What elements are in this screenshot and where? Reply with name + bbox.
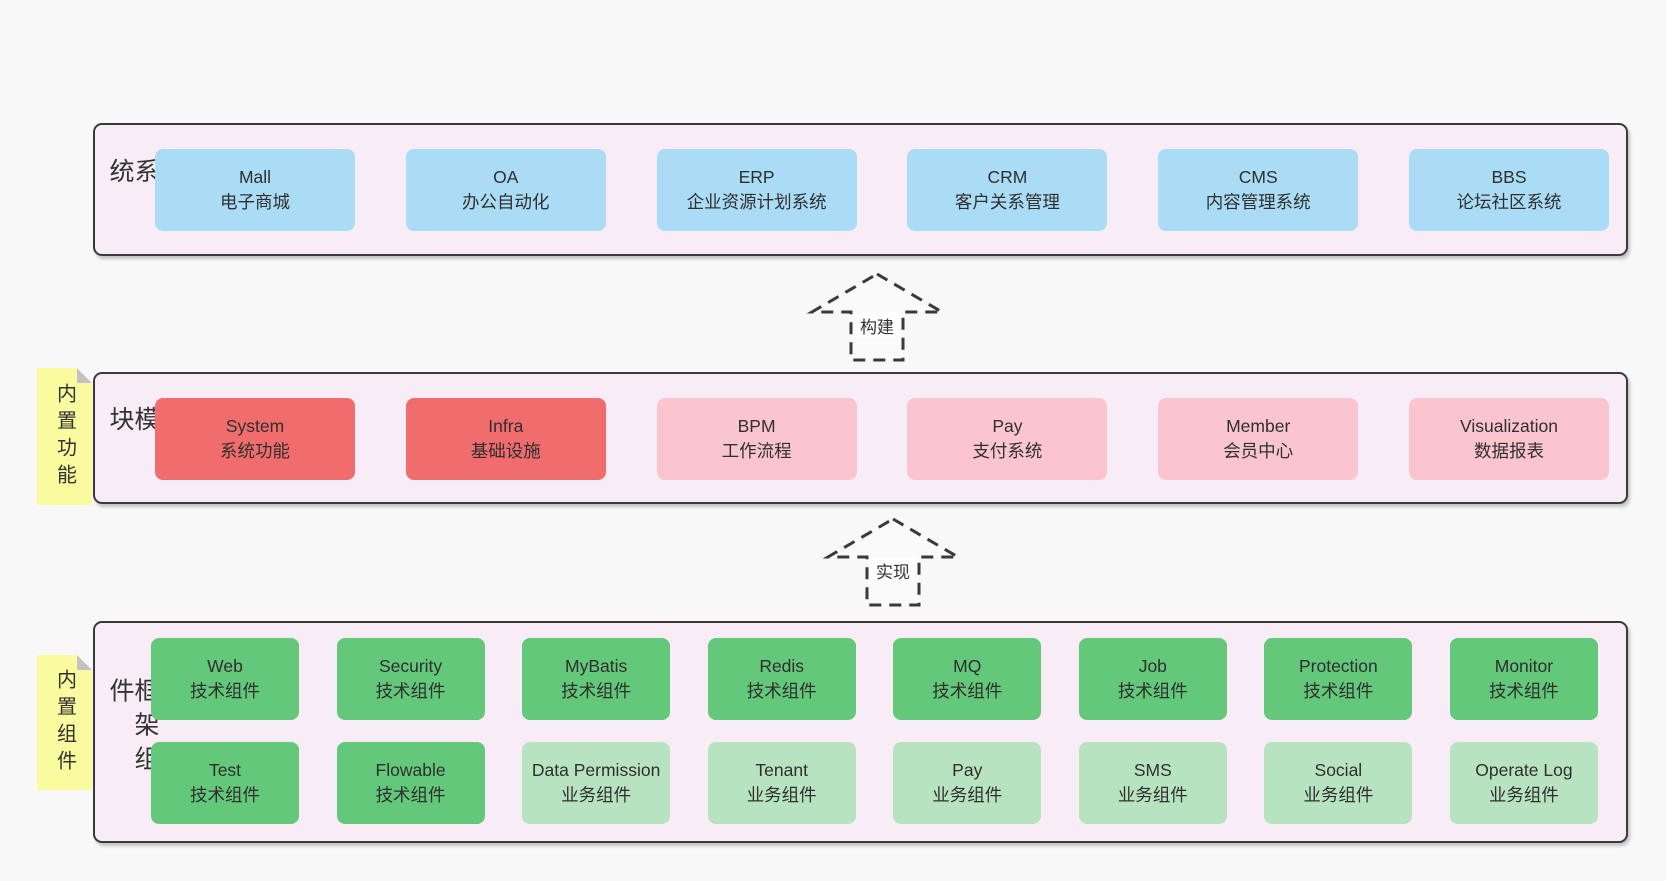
- box-cms: CMS 内容管理系统: [1158, 149, 1359, 231]
- business-systems-band: 业务系统 Mall 电子商城 OA 办公自动化 ERP 企业资源计划系统 CRM…: [93, 123, 1628, 256]
- box-web: Web 技术组件: [151, 638, 299, 720]
- box-security: Security 技术组件: [336, 638, 485, 720]
- box-operate-log: Operate Log 业务组件: [1449, 742, 1598, 824]
- framework-components-row-1: Web 技术组件 Security 技术组件 MyBatis 技术组件 Redi…: [151, 638, 1598, 720]
- business-systems-row: Mall 电子商城 OA 办公自动化 ERP 企业资源计划系统 CRM 客户关系…: [155, 149, 1609, 231]
- box-mall: Mall 电子商城: [155, 149, 355, 231]
- box-infra: Infra 基础设施: [405, 398, 606, 480]
- framework-components-band: 框架组件 Web 技术组件 Security 技术组件 MyBatis 技术组件…: [93, 621, 1628, 843]
- box-data-permission: Data Permission 业务组件: [522, 742, 671, 824]
- box-sms: SMS 业务组件: [1078, 742, 1227, 824]
- sticky-note-built-in-features: 内置功能: [37, 368, 92, 505]
- folded-corner-icon: [77, 655, 92, 670]
- box-monitor: Monitor 技术组件: [1449, 638, 1598, 720]
- box-mq: MQ 技术组件: [893, 638, 1042, 720]
- folded-corner-icon: [77, 368, 92, 383]
- box-flowable: Flowable 技术组件: [336, 742, 485, 824]
- box-visualization: Visualization 数据报表: [1408, 398, 1609, 480]
- common-modules-row: System 系统功能 Infra 基础设施 BPM 工作流程 Pay 支付系统…: [155, 398, 1609, 480]
- box-social: Social 业务组件: [1264, 742, 1413, 824]
- build-arrow-label: 构建: [853, 312, 901, 338]
- band-label-framework-components: 框架组件: [106, 677, 159, 780]
- box-bpm: BPM 工作流程: [656, 398, 857, 480]
- box-pay: Pay 支付系统: [907, 398, 1108, 480]
- box-bbs: BBS 论坛社区系统: [1408, 149, 1609, 231]
- box-tenant: Tenant 业务组件: [707, 742, 856, 824]
- box-member: Member 会员中心: [1158, 398, 1359, 480]
- sticky-note-built-in-components: 内置组件: [37, 655, 92, 790]
- implement-arrow-label: 实现: [869, 557, 917, 583]
- box-job: Job 技术组件: [1078, 638, 1227, 720]
- box-system: System 系统功能: [155, 398, 355, 480]
- common-modules-band: 通用模块 System 系统功能 Infra 基础设施 BPM 工作流程 Pay…: [93, 372, 1628, 504]
- box-redis: Redis 技术组件: [707, 638, 856, 720]
- box-oa: OA 办公自动化: [405, 149, 606, 231]
- box-crm: CRM 客户关系管理: [907, 149, 1108, 231]
- box-protection: Protection 技术组件: [1264, 638, 1413, 720]
- framework-components-row-2: Test 技术组件 Flowable 技术组件 Data Permission …: [151, 742, 1598, 824]
- box-pay-biz: Pay 业务组件: [893, 742, 1042, 824]
- box-mybatis: MyBatis 技术组件: [522, 638, 671, 720]
- box-erp: ERP 企业资源计划系统: [656, 149, 857, 231]
- box-test: Test 技术组件: [151, 742, 299, 824]
